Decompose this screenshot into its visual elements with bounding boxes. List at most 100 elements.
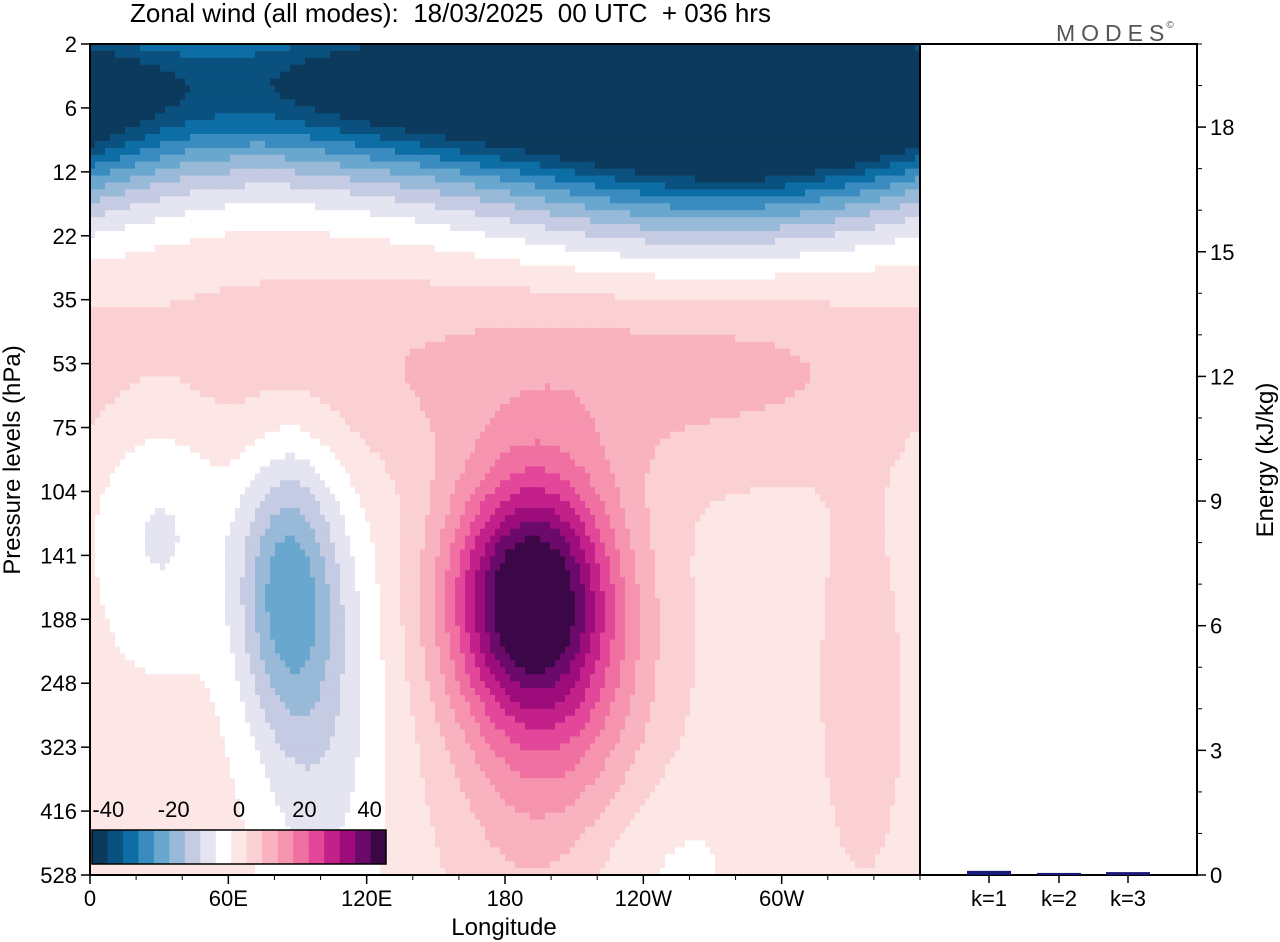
heatmap-cell: [750, 175, 756, 184]
heatmap-cell: [515, 217, 521, 225]
heatmap-cell: [535, 210, 541, 218]
heatmap-cell: [480, 113, 486, 121]
heatmap-cell: [370, 237, 376, 246]
heatmap-cell: [395, 134, 401, 142]
heatmap-cell: [575, 127, 581, 135]
heatmap-cell: [195, 161, 201, 170]
heatmap-cell: [345, 217, 351, 225]
heatmap-cell: [740, 210, 746, 218]
heatmap-cell: [775, 140, 781, 149]
heatmap-cell: [340, 189, 346, 197]
heatmap-cell: [430, 196, 436, 204]
heatmap-cell: [800, 134, 806, 142]
heatmap-cell: [915, 99, 921, 107]
heatmap-cell: [755, 189, 761, 197]
heatmap-cell: [210, 78, 216, 87]
heatmap-cell: [680, 50, 686, 59]
heatmap-cell: [845, 237, 851, 246]
heatmap-cell: [685, 230, 691, 239]
heatmap-cell: [780, 161, 786, 170]
heatmap-cell: [330, 175, 336, 184]
heatmap-cell: [540, 147, 546, 156]
heatmap-cell: [655, 147, 661, 156]
heatmap-cell: [895, 189, 901, 197]
heatmap-cell: [320, 147, 326, 156]
heatmap-cell: [280, 237, 286, 246]
heatmap-cell: [540, 120, 546, 128]
heatmap-cell: [200, 85, 206, 94]
heatmap-cell: [100, 230, 106, 239]
heatmap-cell: [255, 113, 261, 121]
heatmap-cell: [565, 230, 571, 239]
heatmap-cell: [90, 147, 96, 156]
heatmap-cell: [265, 244, 271, 253]
heatmap-cell: [565, 168, 571, 177]
heatmap-cell: [505, 113, 511, 121]
heatmap-cell: [180, 244, 186, 253]
heatmap-cell: [755, 161, 761, 170]
heatmap-cell: [430, 134, 436, 142]
heatmap-cell: [825, 161, 831, 170]
heatmap-cell: [545, 244, 551, 253]
heatmap-cell: [375, 44, 381, 52]
heatmap-cell: [285, 224, 291, 232]
heatmap-cell: [660, 99, 666, 107]
heatmap-cell: [665, 217, 671, 225]
heatmap-cell: [775, 189, 781, 197]
heatmap-cell: [285, 168, 291, 177]
heatmap-cell: [695, 224, 701, 232]
heatmap-cell: [740, 92, 746, 100]
heatmap-cell: [190, 196, 196, 204]
heatmap-cell: [195, 71, 201, 80]
heatmap-cell: [420, 120, 426, 128]
heatmap-cell: [165, 224, 171, 232]
heatmap-cell: [265, 127, 271, 135]
heatmap-cell: [805, 106, 811, 114]
heatmap-cell: [165, 99, 171, 107]
heatmap-cell: [245, 113, 251, 121]
heatmap-cell: [885, 92, 891, 100]
heatmap-cell: [855, 44, 861, 52]
heatmap-cell: [705, 230, 711, 239]
heatmap-cell: [200, 147, 206, 156]
heatmap-cell: [450, 182, 456, 191]
heatmap-cell: [710, 230, 716, 239]
heatmap-cell: [780, 71, 786, 80]
heatmap-cell: [705, 147, 711, 156]
heatmap-cell: [160, 154, 166, 163]
heatmap-cell: [725, 196, 731, 204]
heatmap-cell: [885, 50, 891, 59]
heatmap-cell: [520, 161, 526, 170]
heatmap-cell: [550, 217, 556, 225]
heatmap-cell: [610, 57, 616, 66]
heatmap-cell: [725, 147, 731, 156]
heatmap-cell: [480, 78, 486, 87]
heatmap-cell: [305, 224, 311, 232]
heatmap-cell: [100, 120, 106, 128]
heatmap-cell: [670, 196, 676, 204]
heatmap-cell: [145, 64, 151, 73]
heatmap-cell: [850, 224, 856, 232]
heatmap-cell: [395, 196, 401, 204]
heatmap-cell: [135, 244, 141, 253]
heatmap-cell: [600, 161, 606, 170]
heatmap-cell: [135, 182, 141, 191]
heatmap-cell: [570, 106, 576, 114]
heatmap-cell: [355, 168, 361, 177]
heatmap-cell: [585, 64, 591, 73]
heatmap-cell: [250, 106, 256, 114]
heatmap-cell: [155, 113, 161, 121]
heatmap-cell: [115, 106, 121, 114]
heatmap-cell: [890, 113, 896, 121]
heatmap-cell: [545, 134, 551, 142]
heatmap-cell: [680, 140, 686, 149]
heatmap-cell: [700, 147, 706, 156]
heatmap-cell: [315, 175, 321, 184]
heatmap-cell: [195, 203, 201, 211]
heatmap-cell: [585, 189, 591, 197]
heatmap-cell: [340, 182, 346, 191]
heatmap-cell: [245, 71, 251, 80]
heatmap-cell: [755, 147, 761, 156]
heatmap-cell: [285, 113, 291, 121]
heatmap-cell: [755, 78, 761, 87]
